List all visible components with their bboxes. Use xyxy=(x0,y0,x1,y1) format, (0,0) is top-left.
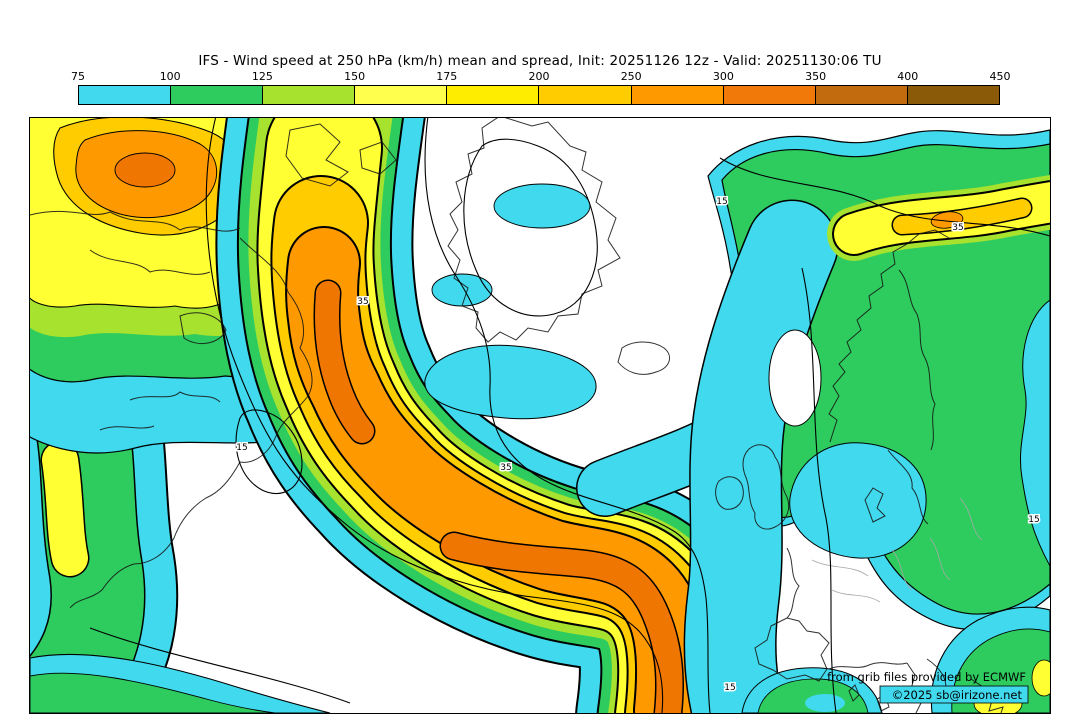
color-scale-legend: 75 100 125 150 175 200 250 300 350 400 450 xyxy=(71,70,1011,108)
contour-label: 15 xyxy=(716,197,727,207)
legend-segment xyxy=(630,85,724,105)
legend-tick-label: 150 xyxy=(344,70,366,83)
legend-tick-label: 300 xyxy=(712,70,734,83)
legend-segment xyxy=(170,85,264,105)
legend-tick-label: 100 xyxy=(159,70,181,83)
north-america-coast xyxy=(30,123,397,609)
legend-segment xyxy=(354,85,448,105)
legend-tick-label: 400 xyxy=(897,70,919,83)
credit-copyright-box xyxy=(879,685,1029,704)
legend-segment xyxy=(78,85,172,105)
legend-segment xyxy=(262,85,356,105)
legend-tick-label: 200 xyxy=(528,70,550,83)
legend-segment xyxy=(906,85,1000,105)
contour-label: 35 xyxy=(357,297,368,307)
contour-label: 35 xyxy=(952,223,963,233)
legend-segment xyxy=(814,85,908,105)
legend-tick-label: 175 xyxy=(436,70,458,83)
legend-tick-labels: 75 100 125 150 175 200 250 300 350 400 450 xyxy=(71,70,1011,84)
iceland-coast xyxy=(617,341,671,375)
british-isles-coast xyxy=(715,444,790,530)
legend-tick-label: 450 xyxy=(989,70,1011,83)
legend-tick-label: 250 xyxy=(620,70,642,83)
wind-speed-map: 15 35 35 15 35 15 15 from grib files provided … xyxy=(29,117,1051,714)
credit-source: from grib files provided by ECMWF xyxy=(827,670,1026,684)
legend-segment xyxy=(538,85,632,105)
contour-label: 15 xyxy=(236,443,247,453)
country-borders xyxy=(811,497,983,603)
contour-label: 35 xyxy=(500,463,511,473)
chart-title: IFS - Wind speed at 250 hPa (km/h) mean … xyxy=(198,53,882,69)
credit-copyright: ©2025 sb@irizone.net xyxy=(892,688,1023,702)
wind-speed-shading xyxy=(30,118,1050,713)
contour-label: 15 xyxy=(1028,515,1039,525)
contour-label: 15 xyxy=(724,683,735,693)
legend-segment xyxy=(722,85,816,105)
greenland-coast xyxy=(447,118,621,343)
spread-contours xyxy=(89,118,1050,713)
legend-color-bar xyxy=(78,85,1000,105)
legend-tick-label: 75 xyxy=(71,70,85,83)
scandinavia-coast xyxy=(828,229,950,525)
legend-tick-label: 125 xyxy=(251,70,273,83)
credits: from grib files provided by ECMWF ©2025 … xyxy=(827,670,1029,704)
legend-tick-label: 350 xyxy=(805,70,827,83)
legend-segment xyxy=(446,85,540,105)
contour-value-labels: 15 35 35 15 35 15 15 xyxy=(235,196,1041,695)
